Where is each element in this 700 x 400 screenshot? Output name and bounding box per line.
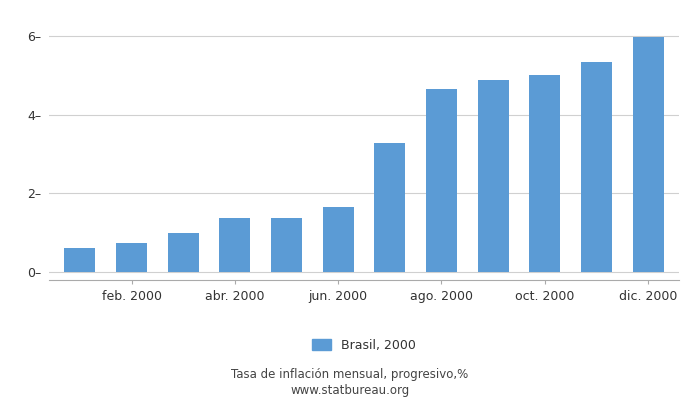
Text: www.statbureau.org: www.statbureau.org [290,384,410,397]
Bar [323,207,354,272]
Bar [477,80,509,272]
Bar [633,37,664,272]
Bar [529,75,560,272]
Text: Tasa de inflación mensual, progresivo,%: Tasa de inflación mensual, progresivo,% [232,368,468,381]
Bar [64,248,95,272]
Bar [374,143,405,272]
Bar [219,218,251,272]
Bar [168,233,199,272]
Bar [426,89,457,272]
Bar [271,218,302,272]
Legend: Brasil, 2000: Brasil, 2000 [307,334,421,357]
Bar [116,242,147,272]
Bar [581,62,612,272]
